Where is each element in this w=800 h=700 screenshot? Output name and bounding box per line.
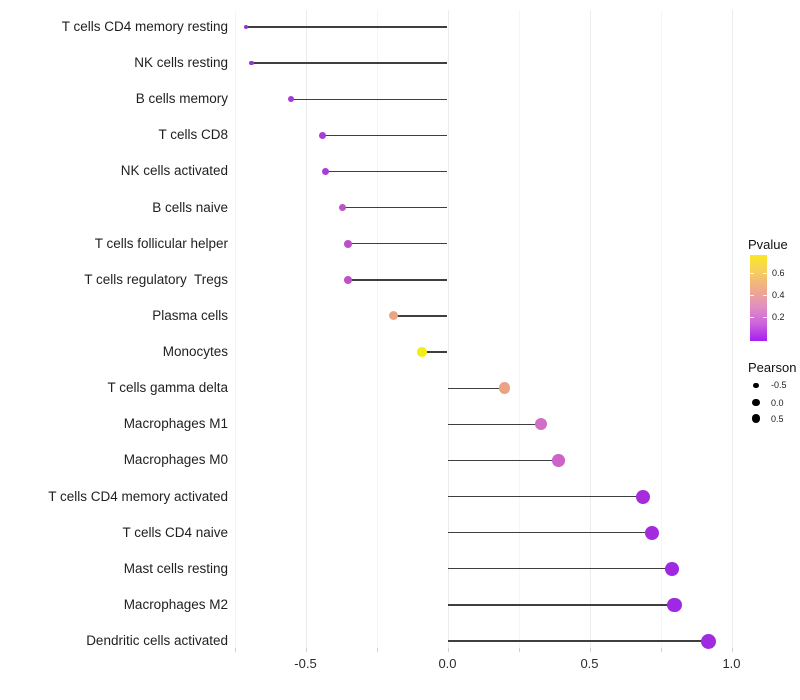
gridline-major bbox=[589, 10, 591, 648]
lollipop-dot bbox=[667, 597, 682, 613]
x-axis-tick-label: 0.5 bbox=[580, 656, 599, 671]
lollipop-stem bbox=[325, 170, 448, 173]
lollipop-dot bbox=[321, 167, 329, 176]
lollipop-stem bbox=[245, 26, 448, 28]
lollipop-stem bbox=[348, 279, 448, 281]
y-axis-category-label: Dendritic cells activated bbox=[86, 633, 228, 649]
lollipop-stem bbox=[447, 604, 675, 606]
lollipop-dot bbox=[552, 454, 565, 467]
lollipop-dot bbox=[243, 25, 248, 29]
lollipop-stem bbox=[447, 495, 644, 498]
colorbar-tick-mark bbox=[763, 273, 767, 274]
x-axis-tick bbox=[518, 648, 520, 652]
y-axis-category-label: NK cells resting bbox=[134, 55, 228, 71]
colorbar-tick-mark bbox=[750, 317, 754, 318]
y-axis-category-label: Monocytes bbox=[162, 344, 228, 360]
gridline-minor bbox=[234, 10, 236, 648]
lollipop-dot bbox=[498, 382, 511, 394]
lollipop-stem bbox=[421, 351, 448, 353]
pearson-size-label: -0.5 bbox=[771, 380, 787, 391]
x-axis-tick bbox=[234, 648, 236, 652]
pearson-size-dot bbox=[753, 382, 759, 388]
lollipop-stem bbox=[447, 459, 559, 462]
lollipop-stem bbox=[322, 134, 448, 137]
colorbar-tick-mark bbox=[750, 273, 754, 274]
lollipop-dot bbox=[636, 489, 651, 504]
y-axis-category-label: NK cells activated bbox=[120, 163, 228, 179]
pearson-size-dot bbox=[752, 399, 760, 407]
gridline-major bbox=[447, 10, 449, 648]
y-axis-category-label: T cells follicular helper bbox=[94, 235, 228, 251]
pearson-size-dot bbox=[751, 414, 761, 424]
lollipop-dot bbox=[535, 418, 548, 431]
y-axis-category-label: T cells CD4 memory resting bbox=[61, 19, 228, 34]
y-axis-category-label: Macrophages M1 bbox=[123, 416, 228, 432]
y-axis-category-label: T cells gamma delta bbox=[107, 380, 228, 396]
x-axis-tick bbox=[660, 648, 662, 652]
x-axis-tick bbox=[376, 648, 378, 652]
lollipop-stem bbox=[393, 315, 448, 317]
gridline-major bbox=[731, 10, 733, 648]
gridline-minor bbox=[376, 10, 378, 648]
lollipop-dot bbox=[664, 561, 680, 576]
lollipop-stem bbox=[291, 98, 448, 100]
lollipop-stem bbox=[447, 568, 672, 570]
pvalue-legend-title: Pvalue bbox=[748, 237, 788, 252]
y-axis-category-label: Macrophages M2 bbox=[123, 596, 228, 612]
pearson-legend-title: Pearson bbox=[748, 360, 797, 375]
lollipop-dot bbox=[338, 203, 347, 212]
lollipop-dot bbox=[701, 633, 717, 649]
lollipop-dot bbox=[249, 60, 254, 66]
gridline-major bbox=[305, 10, 307, 648]
colorbar-tick-label: 0.2 bbox=[772, 312, 785, 322]
lollipop-stem bbox=[447, 531, 652, 534]
lollipop-dot bbox=[344, 275, 353, 284]
lollipop-dot bbox=[417, 347, 427, 357]
y-axis-category-label: Macrophages M0 bbox=[123, 452, 228, 468]
lollipop-stem bbox=[447, 387, 505, 389]
lollipop-dot bbox=[389, 311, 399, 321]
x-axis-tick-label: 0.0 bbox=[438, 656, 457, 671]
y-axis-category-label: Mast cells resting bbox=[123, 560, 228, 576]
y-axis-category-label: T cells CD4 memory activated bbox=[48, 488, 228, 504]
pearson-size-label: 0.0 bbox=[771, 397, 784, 408]
lollipop-dot bbox=[288, 96, 295, 103]
y-axis-category-label: T cells regulatory Tregs bbox=[84, 271, 228, 287]
colorbar-tick-label: 0.4 bbox=[772, 290, 785, 300]
lollipop-stem bbox=[447, 640, 709, 642]
pvalue-colorbar bbox=[750, 255, 767, 341]
y-axis-category-label: T cells CD4 naive bbox=[122, 524, 228, 540]
x-axis-tick bbox=[305, 648, 307, 652]
x-axis-tick-label: -0.5 bbox=[294, 656, 317, 671]
lollipop-stem bbox=[342, 206, 448, 209]
lollipop-dot bbox=[344, 239, 353, 248]
y-axis-category-label: B cells memory bbox=[135, 91, 228, 107]
x-axis-tick bbox=[447, 648, 449, 652]
colorbar-tick-mark bbox=[750, 295, 754, 296]
lollipop-stem bbox=[251, 62, 448, 64]
x-axis-tick bbox=[589, 648, 591, 652]
x-axis-tick-label: 1.0 bbox=[722, 656, 741, 671]
y-axis-category-label: T cells CD8 bbox=[158, 127, 228, 143]
pearson-size-label: 0.5 bbox=[771, 413, 784, 424]
lollipop-dot bbox=[644, 525, 659, 540]
gridline-minor bbox=[518, 10, 520, 648]
gridline-minor bbox=[660, 10, 662, 648]
y-axis-category-label: Plasma cells bbox=[152, 307, 228, 323]
colorbar-tick-mark bbox=[763, 317, 767, 318]
lollipop-stem bbox=[447, 423, 542, 425]
x-axis-tick bbox=[731, 648, 733, 652]
y-axis-category-label: B cells naive bbox=[152, 199, 228, 215]
colorbar-tick-label: 0.6 bbox=[772, 268, 785, 278]
lollipop-stem bbox=[348, 243, 448, 245]
colorbar-tick-mark bbox=[763, 295, 767, 296]
lollipop-dot bbox=[318, 131, 327, 139]
